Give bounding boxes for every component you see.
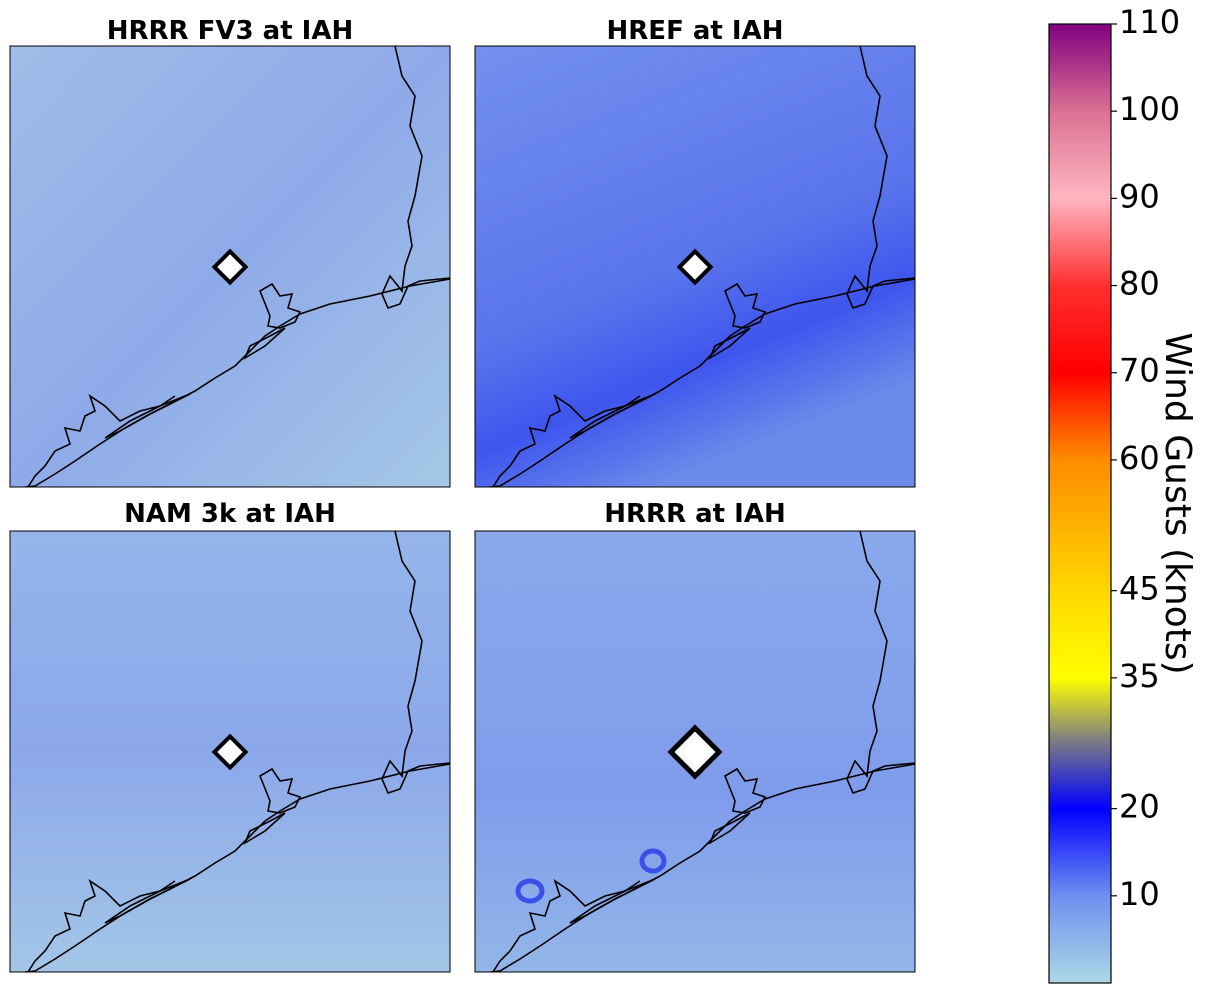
gust-feature bbox=[515, 878, 545, 904]
tick-label: 70 bbox=[1119, 352, 1160, 390]
panel-title: NAM 3k at IAH bbox=[124, 499, 336, 529]
panel-title: HRRR at IAH bbox=[604, 499, 785, 529]
panel-title: HRRR FV3 at IAH bbox=[107, 16, 353, 46]
panel-title: HREF at IAH bbox=[607, 16, 784, 46]
colorbar-label: Wind Gusts (knots) bbox=[1157, 332, 1198, 674]
station-marker bbox=[676, 248, 714, 286]
tick-label: 60 bbox=[1119, 439, 1160, 477]
gust-feature bbox=[639, 848, 667, 874]
station-marker bbox=[211, 248, 249, 286]
tick-label: 80 bbox=[1119, 265, 1160, 303]
map-panel bbox=[474, 45, 916, 488]
tick-label: 90 bbox=[1119, 177, 1160, 215]
tick-label: 100 bbox=[1119, 90, 1180, 128]
station-marker bbox=[211, 733, 249, 771]
colorbar: 10 20 35 45 60 70 80 90 100 110 Wind Gusts (knots) bbox=[1048, 3, 1198, 984]
map-panel bbox=[9, 530, 451, 973]
station-marker bbox=[667, 724, 723, 780]
tick-label: 20 bbox=[1119, 788, 1160, 826]
map-panel bbox=[9, 45, 451, 488]
tick-label: 10 bbox=[1119, 875, 1160, 913]
tick-label: 110 bbox=[1119, 3, 1180, 41]
map-panel bbox=[474, 530, 916, 973]
tick-label: 45 bbox=[1119, 570, 1160, 608]
tick-label: 35 bbox=[1119, 657, 1160, 695]
colorbar-scale bbox=[1048, 23, 1112, 984]
